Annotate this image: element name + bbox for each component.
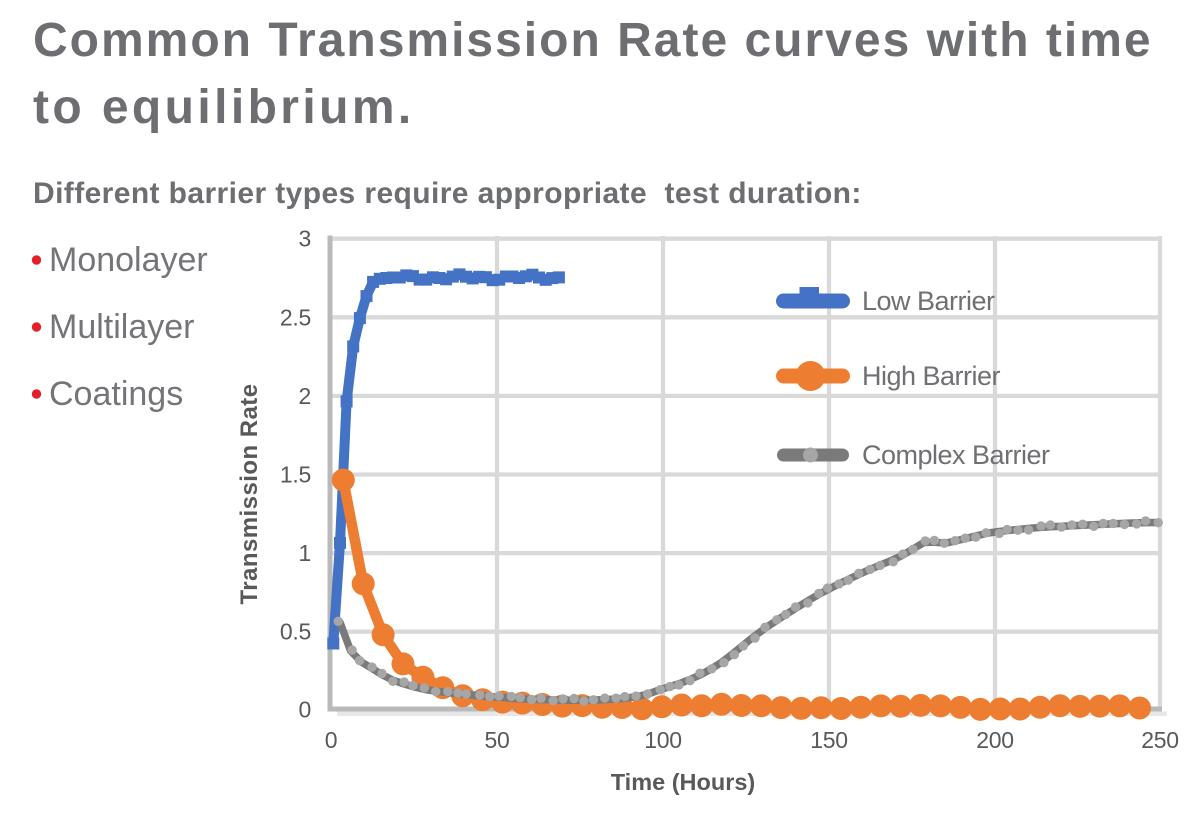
svg-text:250: 250: [1141, 727, 1178, 753]
svg-text:Low Barrier: Low Barrier: [862, 286, 995, 316]
svg-text:0: 0: [299, 697, 312, 723]
svg-text:0: 0: [325, 727, 338, 753]
svg-text:Monolayer: Monolayer: [49, 241, 208, 279]
svg-text:100: 100: [644, 727, 681, 753]
svg-text:1: 1: [299, 540, 312, 566]
svg-text:2: 2: [299, 383, 312, 409]
svg-text:50: 50: [485, 727, 510, 753]
svg-text:150: 150: [810, 727, 847, 753]
svg-text:0.5: 0.5: [280, 619, 311, 645]
svg-text:3: 3: [299, 226, 312, 252]
svg-text:2.5: 2.5: [280, 304, 311, 330]
svg-text:to equilibrium.: to equilibrium.: [33, 81, 415, 134]
svg-text:1.5: 1.5: [280, 462, 311, 488]
svg-text:Different barrier types requir: Different barrier types require appropri…: [33, 177, 862, 210]
svg-text:Multilayer: Multilayer: [49, 308, 194, 346]
svg-text:Transmission Rate: Transmission Rate: [236, 383, 263, 604]
svg-text:Complex Barrier: Complex Barrier: [862, 440, 1050, 470]
svg-text:Time (Hours): Time (Hours): [611, 769, 756, 795]
svg-text:Coatings: Coatings: [49, 375, 183, 413]
svg-text:High Barrier: High Barrier: [862, 361, 1001, 391]
svg-text:200: 200: [976, 727, 1013, 753]
svg-text:Common Transmission Rate curve: Common Transmission Rate curves with tim…: [33, 14, 1153, 67]
